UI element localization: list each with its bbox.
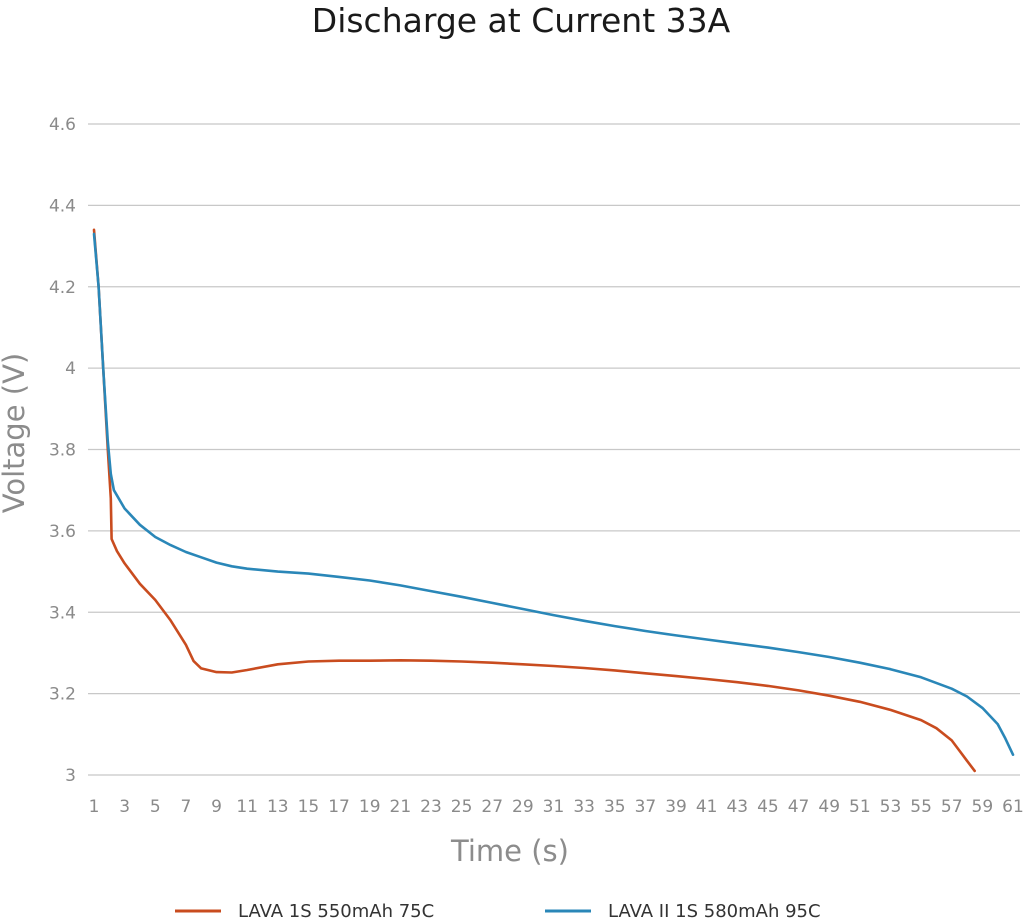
x-tick-label: 55 bbox=[910, 797, 932, 817]
y-tick-label: 4 bbox=[65, 359, 76, 379]
x-tick-label: 57 bbox=[941, 797, 963, 817]
x-tick-label: 7 bbox=[180, 797, 191, 817]
x-tick-label: 1 bbox=[89, 797, 100, 817]
x-tick-label: 25 bbox=[451, 797, 473, 817]
x-tick-label: 19 bbox=[359, 797, 381, 817]
y-tick-label: 3.6 bbox=[49, 522, 76, 542]
x-tick-label: 15 bbox=[298, 797, 320, 817]
x-tick-label: 23 bbox=[420, 797, 442, 817]
x-tick-label: 49 bbox=[818, 797, 840, 817]
series-line-2 bbox=[92, 232, 1015, 756]
x-tick-label: 29 bbox=[512, 797, 534, 817]
y-tick-label: 3 bbox=[65, 766, 76, 786]
x-tick-label: 53 bbox=[880, 797, 902, 817]
x-tick-label: 47 bbox=[788, 797, 810, 817]
legend-label-2: LAVA II 1S 580mAh 95C bbox=[608, 901, 821, 922]
x-tick-label: 39 bbox=[665, 797, 687, 817]
y-axis-label: Voltage (V) bbox=[0, 353, 31, 513]
x-tick-label: 9 bbox=[211, 797, 222, 817]
y-tick-label: 4.6 bbox=[49, 115, 76, 135]
chart-title: Discharge at Current 33A bbox=[312, 1, 731, 40]
x-tick-label: 45 bbox=[757, 797, 779, 817]
x-tick-label: 31 bbox=[543, 797, 565, 817]
x-tick-label: 3 bbox=[119, 797, 130, 817]
legend-label-1: LAVA 1S 550mAh 75C bbox=[238, 901, 434, 922]
y-tick-label: 4.4 bbox=[49, 196, 76, 216]
y-axis-ticks: 3 3.2 3.4 3.6 3.8 4 4.2 4.4 4.6 bbox=[49, 115, 76, 786]
x-axis-ticks: 1 3 5 7 9 11 13 15 17 19 21 23 25 27 29 31 33 35 37 39 41 43 4… bbox=[89, 797, 1024, 817]
x-tick-label: 5 bbox=[150, 797, 161, 817]
x-tick-label: 43 bbox=[726, 797, 748, 817]
x-tick-label: 37 bbox=[635, 797, 657, 817]
x-tick-label: 17 bbox=[328, 797, 350, 817]
x-tick-label: 61 bbox=[1002, 797, 1024, 817]
x-tick-label: 33 bbox=[573, 797, 595, 817]
legend: LAVA 1S 550mAh 75C LAVA II 1S 580mAh 95C bbox=[175, 901, 821, 922]
gridlines bbox=[88, 123, 1020, 776]
x-tick-label: 13 bbox=[267, 797, 289, 817]
x-tick-label: 59 bbox=[972, 797, 994, 817]
x-tick-label: 41 bbox=[696, 797, 718, 817]
series-lines bbox=[92, 228, 1015, 773]
x-tick-label: 51 bbox=[849, 797, 871, 817]
x-tick-label: 11 bbox=[236, 797, 258, 817]
x-tick-label: 35 bbox=[604, 797, 626, 817]
y-tick-label: 3.2 bbox=[49, 685, 76, 705]
x-tick-label: 21 bbox=[390, 797, 412, 817]
series-line-1 bbox=[92, 228, 976, 773]
y-tick-label: 3.8 bbox=[49, 441, 76, 461]
x-axis-label: Time (s) bbox=[450, 834, 569, 868]
x-tick-label: 27 bbox=[481, 797, 503, 817]
y-tick-label: 4.2 bbox=[49, 278, 76, 298]
y-tick-label: 3.4 bbox=[49, 603, 76, 623]
